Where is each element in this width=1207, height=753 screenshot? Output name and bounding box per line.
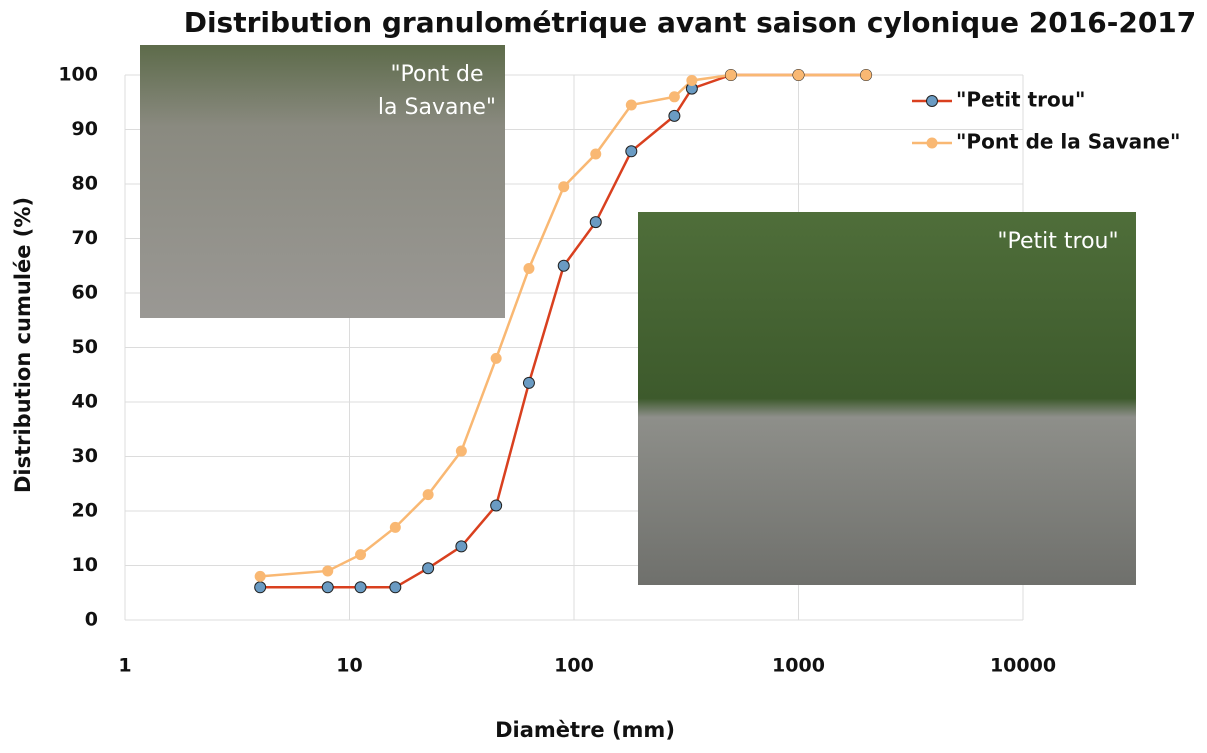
data-point — [558, 181, 570, 193]
data-point — [354, 581, 367, 594]
y-tick-label: 20 — [72, 500, 98, 522]
x-tick-label: 10 — [336, 655, 362, 677]
legend-label: "Pont de la Savane" — [956, 130, 1180, 154]
data-point — [490, 352, 502, 364]
data-point — [668, 109, 681, 122]
series-line — [260, 73, 867, 589]
data-point — [490, 499, 503, 512]
data-point — [793, 69, 804, 81]
y-tick-label: 30 — [72, 445, 98, 467]
data-point — [254, 570, 266, 582]
data-point — [254, 581, 267, 594]
y-tick-label: 60 — [72, 282, 98, 304]
data-point — [455, 540, 468, 553]
data-point — [455, 445, 467, 457]
photo-caption: "Pont de — [390, 62, 483, 87]
data-point — [389, 521, 401, 533]
data-point — [522, 376, 535, 389]
x-axis-label: Diamètre (mm) — [495, 718, 675, 742]
x-tick-label: 100 — [554, 655, 594, 677]
legend-marker — [926, 95, 938, 107]
data-point — [625, 99, 637, 111]
y-tick-label: 70 — [72, 227, 98, 249]
y-axis-label: Distribution cumulée (%) — [11, 197, 35, 493]
series-line — [260, 73, 867, 578]
y-tick-label: 100 — [58, 64, 98, 86]
y-tick-label: 40 — [72, 391, 98, 413]
x-tick-label: 10000 — [990, 655, 1056, 677]
y-tick-label: 0 — [85, 609, 98, 631]
data-point — [523, 262, 535, 274]
photo-caption: "Petit trou" — [997, 229, 1118, 254]
data-point — [422, 562, 435, 575]
y-tick-label: 80 — [72, 173, 98, 195]
data-point — [557, 259, 570, 272]
y-tick-label: 50 — [72, 336, 98, 358]
legend: "Petit trou" "Pont de la Savane" — [912, 88, 1180, 154]
data-point — [422, 489, 434, 501]
data-point — [355, 549, 367, 561]
plot — [254, 69, 873, 594]
y-tick-label: 90 — [72, 118, 98, 140]
photo-pont-de-la-savane — [140, 45, 505, 318]
data-point — [625, 145, 638, 158]
x-tick-label: 1 — [118, 655, 131, 677]
data-point — [590, 148, 602, 160]
data-point — [321, 581, 334, 594]
photo-petit-trou — [638, 212, 1136, 585]
data-point — [725, 69, 737, 81]
y-tick-label: 10 — [72, 554, 98, 576]
data-point — [686, 74, 698, 86]
chart-title: Distribution granulométrique avant saiso… — [184, 6, 1197, 39]
data-point — [589, 216, 602, 229]
data-point — [322, 565, 334, 577]
x-tick-label: 1000 — [772, 655, 825, 677]
data-point — [860, 69, 872, 81]
data-point — [389, 581, 402, 594]
data-point — [668, 91, 680, 103]
photo-caption: la Savane" — [378, 95, 496, 120]
legend-label: "Petit trou" — [956, 88, 1085, 112]
legend-marker — [926, 137, 938, 149]
